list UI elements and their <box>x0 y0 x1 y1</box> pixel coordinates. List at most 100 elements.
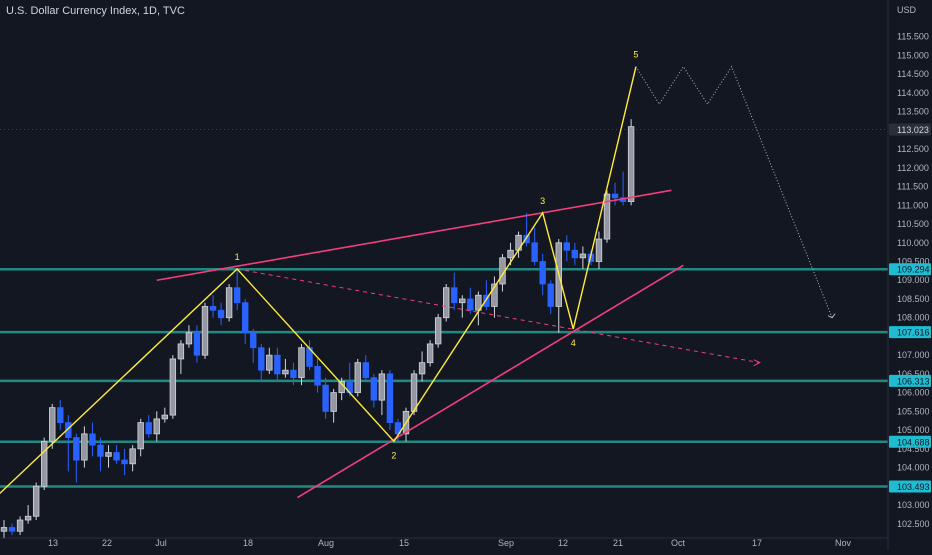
trend-line-0 <box>156 189 672 282</box>
trend-line-1 <box>297 264 684 499</box>
chart-title: U.S. Dollar Currency Index, 1D, TVC <box>6 5 185 17</box>
x-tick-12: 12 <box>558 538 568 548</box>
candle-body-47 <box>378 373 386 401</box>
wave-label-5: 5 <box>633 50 638 60</box>
price-label-103.493: 103.493 <box>897 482 930 492</box>
candle-body-7 <box>57 407 64 424</box>
candle-body-13 <box>105 452 112 457</box>
wave-label-3: 3 <box>540 196 545 206</box>
dashed-trend-line <box>237 268 760 364</box>
dashed-arrow-head <box>753 359 761 367</box>
candle-body-65 <box>523 234 530 244</box>
candle-body-59 <box>475 294 482 311</box>
candle-body-63 <box>507 249 514 259</box>
candle-body-9 <box>73 437 80 461</box>
candle-body-10 <box>81 433 88 461</box>
candle-body-34 <box>274 354 281 375</box>
candle-body-12 <box>97 444 104 457</box>
candle-body-27 <box>217 309 225 319</box>
candle-body-18 <box>145 422 152 435</box>
price-label-104.688: 104.688 <box>897 437 930 447</box>
x-tick-13: 13 <box>48 538 58 548</box>
candle-body-49 <box>394 422 402 435</box>
x-tick-15: 15 <box>399 538 409 548</box>
price-label-bg-107.616 <box>889 326 931 339</box>
candle-body-37 <box>298 347 305 379</box>
price-label-bg-109.294 <box>889 263 931 276</box>
y-tick-115.000: 115.000 <box>897 50 929 60</box>
y-tick-113.500: 113.500 <box>897 107 929 117</box>
candle-body-14 <box>113 452 120 461</box>
candle-body-25 <box>201 306 209 356</box>
candle-body-21 <box>169 358 177 416</box>
candle-body-4 <box>32 485 40 517</box>
candle-body-28 <box>225 287 233 319</box>
candle-body-0 <box>0 527 8 532</box>
candle-body-76 <box>611 193 619 199</box>
candle-body-29 <box>233 287 241 304</box>
candle-body-52 <box>418 362 426 375</box>
candle-body-78 <box>627 126 635 202</box>
price-label-bg-103.493 <box>889 480 931 493</box>
y-tick-108.500: 108.500 <box>897 294 930 304</box>
candle-body-36 <box>290 369 297 379</box>
candles-group <box>0 119 635 539</box>
y-tick-114.500: 114.500 <box>897 69 929 79</box>
candle-body-71 <box>571 249 579 259</box>
x-tick-Oct: Oct <box>671 538 686 548</box>
candle-body-19 <box>153 418 160 435</box>
candle-body-51 <box>410 373 418 412</box>
candle-body-41 <box>330 392 337 412</box>
wave-label-1: 1 <box>235 252 240 262</box>
y-tick-107.000: 107.000 <box>897 350 930 360</box>
y-tick-104.000: 104.000 <box>897 463 930 473</box>
candle-body-72 <box>579 253 587 259</box>
candle-body-68 <box>547 283 554 307</box>
x-tick-Nov: Nov <box>835 538 852 548</box>
candle-body-57 <box>459 298 466 304</box>
projection-path <box>635 65 833 318</box>
currency-label: USD <box>897 5 917 15</box>
wave-line <box>0 66 637 495</box>
y-tick-114.000: 114.000 <box>897 88 929 98</box>
y-tick-105.000: 105.000 <box>897 425 930 435</box>
candle-body-6 <box>49 407 56 442</box>
y-tick-111.000: 111.000 <box>897 200 928 210</box>
candle-body-70 <box>563 242 570 251</box>
candle-body-35 <box>282 369 289 375</box>
candle-body-61 <box>491 283 498 307</box>
price-label-bg-106.313 <box>889 374 931 387</box>
candle-body-75 <box>603 193 611 240</box>
y-tick-112.000: 112.000 <box>897 163 929 173</box>
candle-body-17 <box>137 422 144 450</box>
candle-body-8 <box>65 422 72 438</box>
x-tick-22: 22 <box>102 538 112 548</box>
candle-body-11 <box>89 433 96 446</box>
y-tick-105.500: 105.500 <box>897 406 930 416</box>
y-tick-106.500: 106.500 <box>897 369 930 379</box>
candle-body-56 <box>451 287 458 304</box>
y-tick-103.000: 103.000 <box>897 500 930 510</box>
price-label-109.294: 109.294 <box>897 265 930 275</box>
y-tick-106.000: 106.000 <box>897 388 930 398</box>
x-tick-Jul: Jul <box>155 538 167 548</box>
y-tick-110.000: 110.000 <box>897 238 929 248</box>
candle-body-20 <box>161 414 168 420</box>
y-tick-111.500: 111.500 <box>897 182 928 192</box>
candle-body-16 <box>129 448 136 465</box>
candle-body-67 <box>539 261 546 285</box>
y-tick-115.500: 115.500 <box>897 32 929 42</box>
candle-body-30 <box>241 302 249 334</box>
candle-body-31 <box>250 332 257 349</box>
candle-body-26 <box>209 306 217 311</box>
x-tick-Aug: Aug <box>318 538 334 548</box>
candle-body-1 <box>8 527 16 532</box>
candle-body-23 <box>185 332 193 345</box>
y-tick-102.500: 102.500 <box>897 519 930 529</box>
y-tick-112.500: 112.500 <box>897 144 929 154</box>
candle-body-22 <box>177 343 185 360</box>
candle-body-5 <box>41 440 48 487</box>
